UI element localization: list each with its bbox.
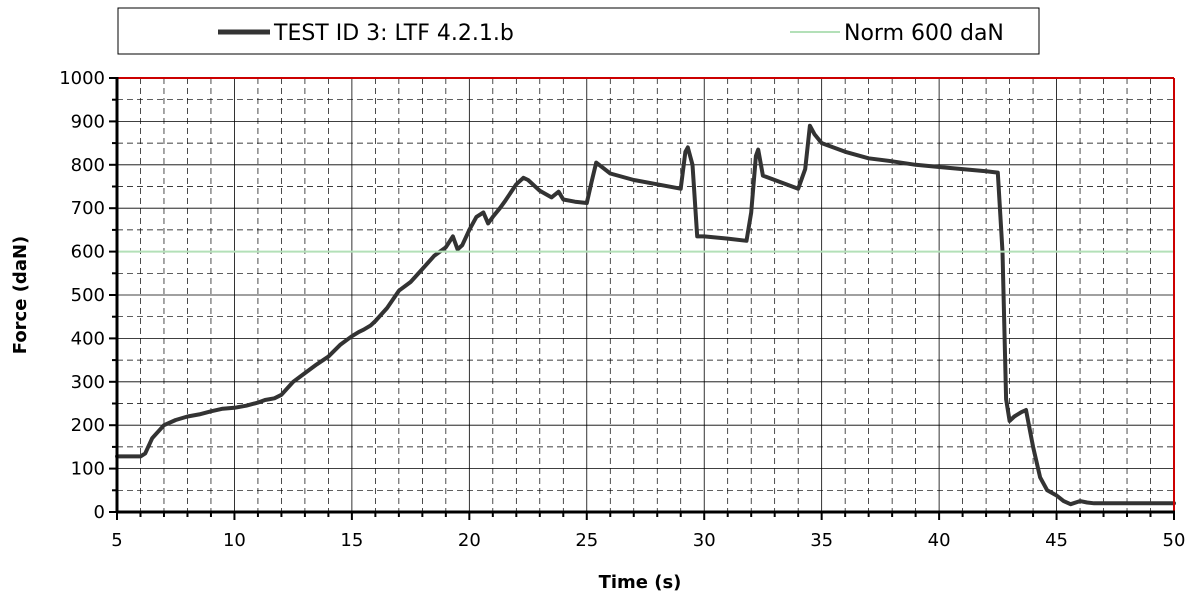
series-line-test xyxy=(115,123,1176,507)
minor-gridlines xyxy=(117,78,1174,512)
y-tick-label: 400 xyxy=(71,328,105,349)
x-tick-label: 50 xyxy=(1163,530,1186,551)
x-tick-label: 15 xyxy=(340,530,363,551)
y-tick-label: 0 xyxy=(94,502,105,523)
x-axis-title: Time (s) xyxy=(599,572,682,593)
x-tick-label: 40 xyxy=(928,530,951,551)
major-gridlines xyxy=(117,78,1174,512)
x-tick-label: 35 xyxy=(810,530,833,551)
y-tick-label: 600 xyxy=(71,242,105,263)
y-tick-label: 500 xyxy=(71,285,105,306)
legend-label-norm: Norm 600 daN xyxy=(844,21,1004,46)
y-tick-label: 1000 xyxy=(59,68,105,89)
x-tick-label: 30 xyxy=(693,530,716,551)
x-tick-label: 5 xyxy=(111,530,122,551)
y-tick-label: 700 xyxy=(71,198,105,219)
y-tick-label: 100 xyxy=(71,459,105,480)
y-tick-label: 300 xyxy=(71,372,105,393)
y-axis-title: Force (daN) xyxy=(10,236,31,355)
x-tick-labels: 5 10 15 20 25 30 35 40 45 50 xyxy=(111,530,1185,551)
y-tick-labels: 0 100 200 300 400 500 600 700 800 900 1000 xyxy=(59,68,105,523)
legend: TEST ID 3: LTF 4.2.1.b Norm 600 daN xyxy=(117,7,1040,55)
legend-label-test: TEST ID 3: LTF 4.2.1.b xyxy=(273,21,514,46)
y-tick-label: 200 xyxy=(71,415,105,436)
x-tick-label: 20 xyxy=(458,530,481,551)
x-tick-label: 10 xyxy=(223,530,246,551)
y-tick-label: 900 xyxy=(71,111,105,132)
axes xyxy=(109,77,1175,520)
y-tick-label: 800 xyxy=(71,155,105,176)
x-tick-label: 25 xyxy=(575,530,598,551)
x-tick-label: 45 xyxy=(1045,530,1068,551)
series-layer xyxy=(115,123,1176,507)
legend-box xyxy=(117,7,1040,55)
